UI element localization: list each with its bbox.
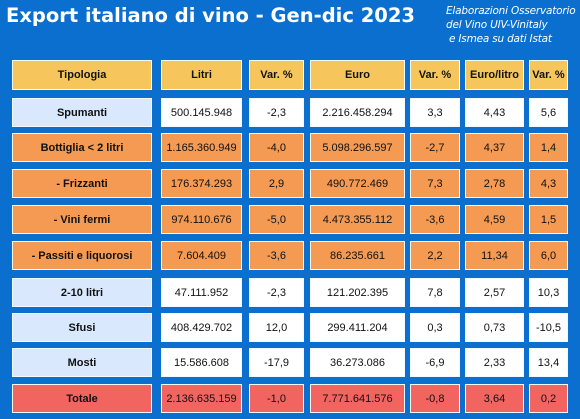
column-header-tipologia: Tipologia bbox=[12, 60, 152, 90]
column-header-var-euro-litro: Var. % bbox=[529, 60, 568, 90]
cell-var-litri: -5,0 bbox=[249, 205, 304, 234]
cell-tipologia: - Frizzanti bbox=[12, 169, 152, 198]
cell-var-litri: -17,9 bbox=[249, 348, 304, 377]
cell-litri: 408.429.702 bbox=[161, 313, 242, 342]
cell-litri: 47.111.952 bbox=[161, 278, 242, 307]
cell-var-litri: -2,3 bbox=[249, 278, 304, 307]
cell-euro-litro: 2,57 bbox=[465, 278, 524, 307]
column-header-litri: Litri bbox=[161, 60, 242, 90]
column-header-var-litri: Var. % bbox=[249, 60, 304, 90]
cell-var-litri: 12,0 bbox=[249, 313, 304, 342]
cell-litri: 176.374.293 bbox=[161, 169, 242, 198]
cell-var-euro: 7,8 bbox=[410, 278, 460, 307]
source-line: Elaborazioni Osservatorio bbox=[446, 5, 576, 17]
cell-euro: 121.202.395 bbox=[310, 278, 405, 307]
cell-var-euro: -2,7 bbox=[410, 133, 460, 162]
cell-var-euro-litro: 4,3 bbox=[529, 169, 568, 198]
cell-litri: 1.165.360.949 bbox=[161, 133, 242, 162]
cell-euro-litro: 0,73 bbox=[465, 313, 524, 342]
cell-var-euro: -6,9 bbox=[410, 348, 460, 377]
column-header-var-euro: Var. % bbox=[410, 60, 460, 90]
cell-euro-litro: 2,78 bbox=[465, 169, 524, 198]
cell-litri: 15.586.608 bbox=[161, 348, 242, 377]
cell-litri: 500.145.948 bbox=[161, 98, 242, 127]
cell-var-euro: -0,8 bbox=[410, 384, 460, 413]
cell-euro-litro: 3,64 bbox=[465, 384, 524, 413]
cell-var-euro-litro: 6,0 bbox=[529, 241, 568, 270]
cell-euro-litro: 4,59 bbox=[465, 205, 524, 234]
source-line: e Ismea su dati Istat bbox=[449, 33, 552, 45]
cell-tipologia: Bottiglia < 2 litri bbox=[12, 133, 152, 162]
cell-var-euro-litro: 1,5 bbox=[529, 205, 568, 234]
cell-var-euro: 2,2 bbox=[410, 241, 460, 270]
cell-tipologia: - Vini fermi bbox=[12, 205, 152, 234]
cell-euro: 7.771.641.576 bbox=[310, 384, 405, 413]
cell-euro-litro: 4,43 bbox=[465, 98, 524, 127]
cell-litri: 7.604.409 bbox=[161, 241, 242, 270]
column-header-euro: Euro bbox=[310, 60, 405, 90]
column-header-euro-litro: Euro/litro bbox=[465, 60, 524, 90]
page-title: Export italiano di vino - Gen-dic 2023 bbox=[6, 4, 415, 27]
cell-var-litri: 2,9 bbox=[249, 169, 304, 198]
cell-var-euro-litro: -10,5 bbox=[529, 313, 568, 342]
source-line: del Vino UIV-Vinitaly bbox=[446, 19, 548, 31]
cell-euro-litro: 2,33 bbox=[465, 348, 524, 377]
cell-euro: 490.772.469 bbox=[310, 169, 405, 198]
cell-litri: 974.110.676 bbox=[161, 205, 242, 234]
cell-var-litri: -2,3 bbox=[249, 98, 304, 127]
cell-euro-litro: 4,37 bbox=[465, 133, 524, 162]
cell-var-euro-litro: 5,6 bbox=[529, 98, 568, 127]
cell-tipologia: - Passiti e liquorosi bbox=[12, 241, 152, 270]
cell-euro: 299.411.204 bbox=[310, 313, 405, 342]
cell-var-euro: 3,3 bbox=[410, 98, 460, 127]
cell-var-litri: -4,0 bbox=[249, 133, 304, 162]
cell-litri: 2.136.635.159 bbox=[161, 384, 242, 413]
cell-euro-litro: 11,34 bbox=[465, 241, 524, 270]
cell-var-euro: 7,3 bbox=[410, 169, 460, 198]
cell-tipologia: Mosti bbox=[12, 348, 152, 377]
cell-var-litri: -1,0 bbox=[249, 384, 304, 413]
source-note: Elaborazioni Osservatorio del Vino UIV-V… bbox=[446, 4, 580, 46]
cell-var-euro-litro: 13,4 bbox=[529, 348, 568, 377]
cell-var-euro: -3,6 bbox=[410, 205, 460, 234]
cell-var-euro-litro: 1,4 bbox=[529, 133, 568, 162]
cell-tipologia: Sfusi bbox=[12, 313, 152, 342]
cell-var-litri: -3,6 bbox=[249, 241, 304, 270]
cell-euro: 2.216.458.294 bbox=[310, 98, 405, 127]
cell-var-euro: 0,3 bbox=[410, 313, 460, 342]
cell-tipologia: 2-10 litri bbox=[12, 278, 152, 307]
cell-euro: 36.273.086 bbox=[310, 348, 405, 377]
cell-var-euro-litro: 0,2 bbox=[529, 384, 568, 413]
cell-tipologia: Spumanti bbox=[12, 98, 152, 127]
cell-var-euro-litro: 10,3 bbox=[529, 278, 568, 307]
cell-euro: 86.235.661 bbox=[310, 241, 405, 270]
cell-euro: 4.473.355.112 bbox=[310, 205, 405, 234]
cell-tipologia: Totale bbox=[12, 384, 152, 413]
cell-euro: 5.098.296.597 bbox=[310, 133, 405, 162]
